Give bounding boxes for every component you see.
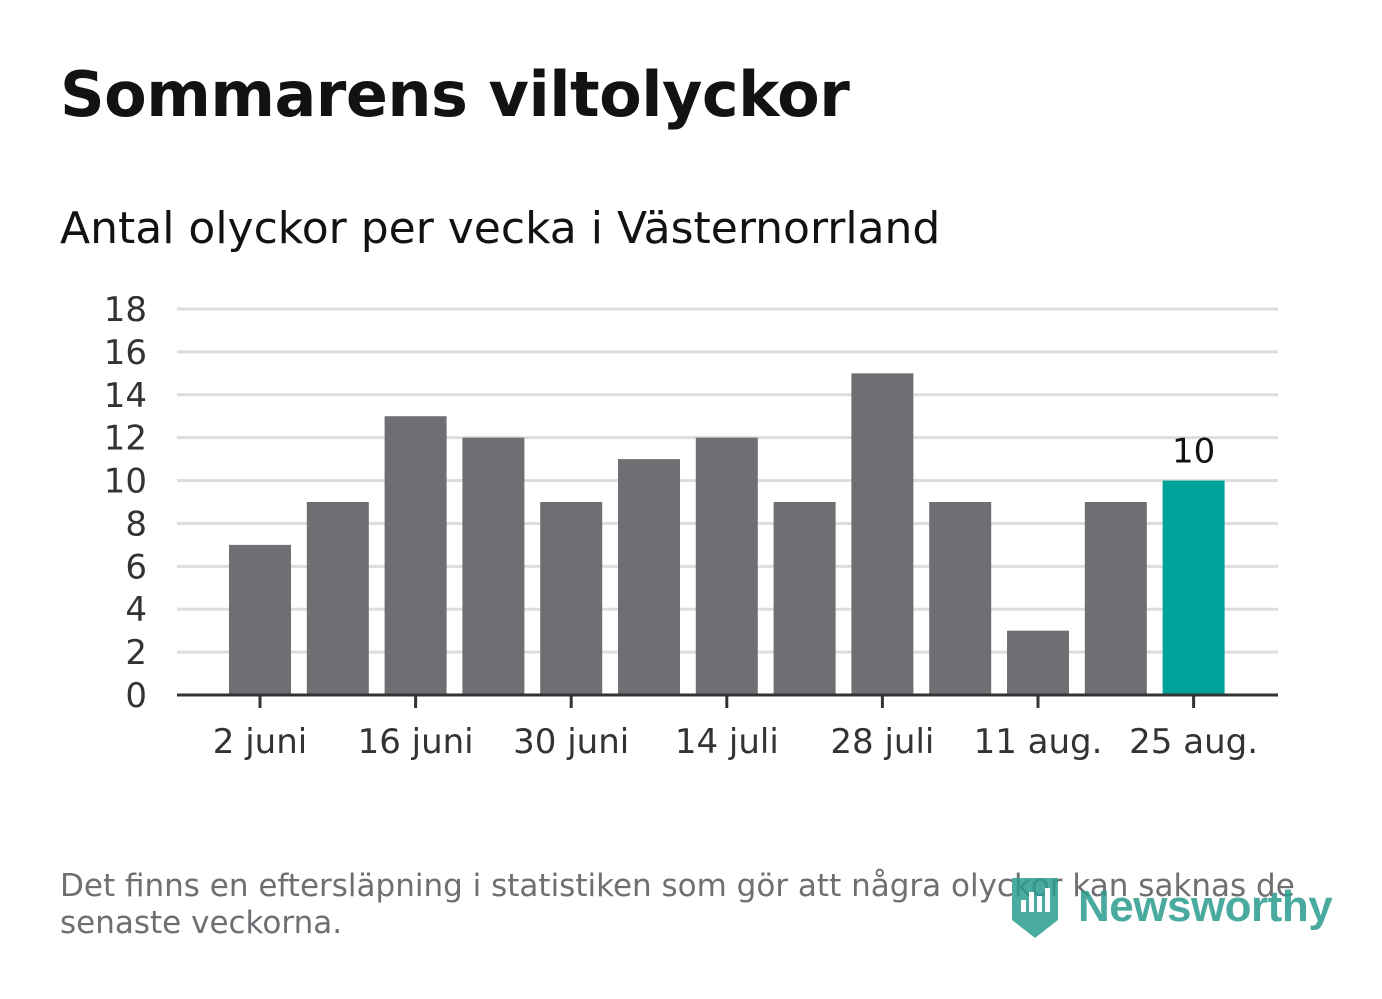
x-tick-label: 2 juni xyxy=(213,722,307,762)
x-tick-label: 28 juli xyxy=(830,722,934,762)
y-tick-label: 8 xyxy=(125,504,147,544)
bar xyxy=(462,437,525,695)
y-tick-label: 6 xyxy=(125,547,147,587)
y-tick-label: 18 xyxy=(104,290,147,330)
data-label: 10 xyxy=(1172,432,1215,472)
chart-subtitle: Antal olyckor per vecka i Västernorrland xyxy=(60,203,941,254)
bar xyxy=(384,416,447,695)
newsworthy-logo: Newsworthy xyxy=(1010,874,1333,940)
bar xyxy=(618,459,680,695)
bar xyxy=(229,544,291,695)
y-tick-label: 14 xyxy=(104,376,147,416)
bar xyxy=(695,437,758,695)
bar xyxy=(851,373,914,695)
bar xyxy=(773,502,836,695)
bar xyxy=(540,502,603,695)
y-tick-label: 4 xyxy=(125,590,147,630)
x-tick-label: 11 aug. xyxy=(974,722,1103,762)
x-tick-label: 25 aug. xyxy=(1129,722,1258,762)
bar xyxy=(1162,480,1225,695)
y-tick-label: 12 xyxy=(104,419,147,459)
bar xyxy=(1007,630,1069,695)
y-tick-label: 0 xyxy=(125,676,147,716)
bar xyxy=(306,502,369,695)
y-tick-label: 10 xyxy=(104,462,147,502)
x-tick-label: 16 juni xyxy=(358,722,474,762)
bar xyxy=(1084,502,1147,695)
bar xyxy=(929,502,992,695)
logo-text: Newsworthy xyxy=(1078,882,1333,931)
x-tick-label: 14 juli xyxy=(675,722,779,762)
y-tick-label: 2 xyxy=(125,633,147,673)
y-tick-label: 16 xyxy=(104,333,147,373)
newsworthy-logo-icon xyxy=(1012,878,1058,938)
footnote: Det finns en eftersläpning i statistiken… xyxy=(60,868,1295,941)
chart-title: Sommarens viltolyckor xyxy=(60,58,850,131)
x-tick-label: 30 juni xyxy=(513,722,629,762)
